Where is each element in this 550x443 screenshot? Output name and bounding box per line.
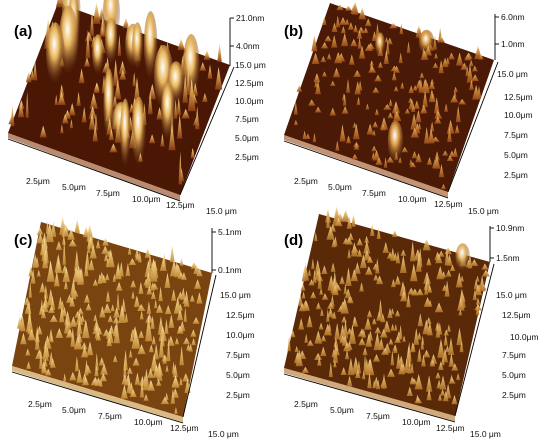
y-tick-label: 5.0μm (226, 370, 250, 380)
x-tick-label: 7.5μm (96, 188, 120, 198)
y-axis (182, 274, 217, 418)
x-axis (11, 371, 184, 424)
z-tick-label: 0.1nm (218, 265, 242, 275)
x-axis (283, 140, 449, 199)
y-tick-label: 7.5μm (504, 130, 528, 140)
y-tick-label: 12.5μm (226, 310, 255, 320)
y-tick-label: 10.0μm (510, 332, 539, 342)
surface-texture (8, 0, 223, 185)
surface-edge (12, 366, 183, 423)
panel-c: 5.1nm 0.1nm 15.0 μm 12.5μm 10.0μm 7.5μm 5.0μm 2… (11, 216, 255, 439)
x-tick-label: 2.5μm (294, 399, 318, 409)
x-tick-label: 12.5μm (170, 423, 199, 433)
panel-label: (a) (14, 23, 32, 40)
y-axis (454, 263, 495, 417)
z-tick-label: 1.5nm (496, 253, 520, 263)
y-axis (447, 61, 499, 193)
z-tick-label: 21.0nm (236, 13, 264, 23)
surface-texture (293, 1, 484, 190)
surface-base (284, 3, 494, 192)
surface-texture (287, 206, 490, 405)
surface-texture (17, 216, 203, 414)
x-tick-label: 2.5μm (26, 176, 50, 186)
x-tick-label: 10.0μm (402, 417, 431, 427)
y-tick-label: 15.0 μm (496, 290, 527, 300)
panel-d: 10.9nm 1.5nm 15.0 μm 12.5μm 10.0μm 7.5μm 5.0μm… (283, 206, 539, 439)
x-tick-label: 12.5μm (166, 200, 195, 210)
panel-label: (b) (284, 23, 303, 40)
x-tick-label: 7.5μm (98, 411, 122, 421)
y-tick-label: 2.5μm (226, 390, 250, 400)
y-tick-label: 2.5μm (502, 390, 526, 400)
y-tick-label: 12.5μm (235, 78, 264, 88)
y-tick-label: 5.0μm (502, 370, 526, 380)
surface-edge (284, 368, 455, 422)
y-tick-label: 5.0μm (235, 133, 259, 143)
x-tick-label: 7.5μm (362, 188, 386, 198)
panel-b: 6.0nm 1.0nm 15.0 μm 12.5μm 10.0μm 7.5μm 5.0μm 2… (283, 1, 533, 216)
y-tick-label: 7.5μm (235, 114, 259, 124)
y-axis (179, 66, 235, 196)
z-tick-label: 6.0nm (501, 12, 525, 22)
x-axis (7, 138, 181, 202)
y-tick-label: 15.0 μm (235, 60, 266, 70)
z-tick-label: 5.1nm (218, 227, 242, 237)
panel-label: (c) (14, 232, 32, 249)
x-axis (283, 373, 456, 423)
x-tick-label: 15.0 μm (470, 429, 501, 439)
x-tick-label: 2.5μm (28, 399, 52, 409)
x-tick-label: 15.0 μm (468, 206, 499, 216)
x-tick-label: 15.0 μm (206, 206, 237, 216)
x-tick-label: 10.0μm (398, 194, 427, 204)
y-tick-label: 15.0 μm (220, 290, 251, 300)
y-tick-label: 12.5μm (504, 92, 533, 102)
x-tick-label: 5.0μm (330, 405, 354, 415)
x-tick-label: 10.0μm (132, 194, 161, 204)
x-tick-label: 5.0μm (62, 182, 86, 192)
z-tick-label: 4.0nm (236, 41, 260, 51)
z-tick-label: 10.9nm (496, 223, 524, 233)
y-tick-label: 2.5μm (235, 152, 259, 162)
x-tick-label: 5.0μm (62, 405, 86, 415)
x-tick-label: 10.0μm (134, 417, 163, 427)
y-tick-label: 10.0μm (504, 110, 533, 120)
y-tick-label: 5.0μm (504, 150, 528, 160)
panel-label: (d) (284, 232, 303, 249)
x-tick-label: 12.5μm (434, 199, 463, 209)
surface-edge (284, 135, 448, 198)
x-tick-label: 7.5μm (366, 411, 390, 421)
x-tick-label: 2.5μm (294, 176, 318, 186)
y-tick-label: 10.0μm (235, 96, 264, 106)
y-tick-label: 7.5μm (226, 350, 250, 360)
y-tick-label: 2.5μm (504, 170, 528, 180)
panel-a: 21.0nm 4.0nm 15.0 μm 12.5μm 10.0μm 7.5μm 5.0μm… (7, 0, 266, 216)
y-tick-label: 15.0 μm (497, 69, 528, 79)
x-tick-label: 15.0 μm (208, 429, 239, 439)
surface-edge (8, 133, 180, 201)
y-tick-label: 12.5μm (502, 310, 531, 320)
x-tick-label: 12.5μm (436, 423, 465, 433)
y-tick-label: 10.0μm (226, 330, 255, 340)
y-tick-label: 7.5μm (502, 350, 526, 360)
z-tick-label: 1.0nm (501, 39, 525, 49)
x-tick-label: 5.0μm (328, 182, 352, 192)
